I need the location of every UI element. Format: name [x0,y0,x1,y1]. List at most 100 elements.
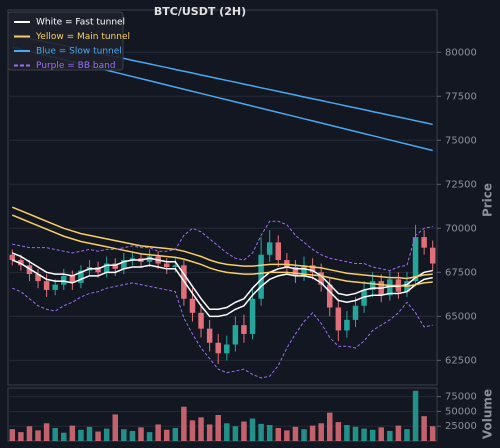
candle-body [35,274,41,282]
candle-body [52,284,58,290]
y-tick-label: 75000 [445,135,477,146]
volume-bar [26,426,33,441]
y-tick-label: 72500 [445,179,477,190]
volume-bar [181,406,187,441]
candle-body [61,275,67,285]
candle-body [69,275,76,283]
candle-body [318,272,324,285]
volume-bar [121,429,127,441]
candle-body [18,260,24,266]
y-tick-label: 70000 [445,223,477,234]
candle-body [112,263,118,269]
volume-bar [86,426,93,441]
candle-body [335,307,342,331]
volume-bar [378,427,384,441]
volume-bar [172,428,179,441]
candle-body [215,342,221,354]
volume-axis-label: Volume [481,389,495,439]
candle-body [284,260,290,268]
candle-body [292,267,299,276]
legend-label: White = Fast tunnel [36,18,125,28]
volume-bar [369,429,376,441]
volume-bar [292,426,299,441]
candle-body [163,263,170,268]
volume-bar [309,425,316,441]
candle-body [352,305,359,320]
tunnel-line [12,220,433,272]
volume-bar [344,425,350,441]
candle-body [301,265,307,276]
candle-body [249,298,256,334]
candle-body [309,265,316,273]
candle-body [241,325,247,334]
y-tick-label: 62500 [445,355,477,366]
volume-bar [198,417,204,441]
legend-box [7,11,124,71]
volume-bar [52,428,58,441]
candle-body [327,284,333,308]
candle-body [258,254,264,299]
candle-body [232,325,239,345]
volume-bar [95,431,101,441]
candle-body [429,247,436,264]
volume-bar [352,426,359,441]
volume-bar [412,390,419,441]
volume-bar [266,425,273,441]
candle-body [275,242,282,260]
volume-bar [129,430,136,441]
candle-body [412,237,419,282]
volume-bar [18,432,24,441]
volume-bar [335,422,342,441]
candle-body [224,344,230,354]
candle-body [95,267,101,273]
volume-bar [395,425,402,441]
candle-body [206,328,213,343]
volume-bar [249,418,256,441]
volume-bar [318,423,324,441]
volume-bar [112,414,118,441]
tunnel-line [12,282,433,379]
volume-bar [78,429,84,441]
candle-body [369,281,376,290]
volume-bar [327,412,333,441]
volume-bar [155,424,161,441]
volume-bar [301,429,307,441]
y-tick-label: 77500 [445,91,477,102]
y-tick-label: 65000 [445,311,477,322]
volume-bar [224,423,230,441]
plot-content [8,33,437,441]
candle-body [146,256,153,262]
candle-body [129,258,136,260]
legend: White = Fast tunnel Yellow = Main tunnel B… [14,18,130,71]
volume-bar [9,429,16,441]
candle-body [344,319,350,331]
volume-bar [163,429,170,441]
candle-body [421,237,427,248]
volume-bar [429,426,436,441]
legend-label: Blue = Slow tunnel [36,47,122,57]
candle-body [121,260,127,269]
tunnel-line [12,252,433,311]
volume-bar [69,425,76,441]
volume-bar [103,428,110,441]
volume-bar [189,420,196,441]
volume-bar [35,430,41,441]
legend-label: Yellow = Main tunnel [35,32,130,42]
volume-bar [61,432,67,441]
candle-body [387,279,393,296]
volume-bar [206,424,213,441]
volume-bar [421,416,427,441]
y-tick-label: 67500 [445,267,477,278]
price-frame [7,9,438,386]
volume-bar [361,428,367,441]
volume-tick-label: 75000 [445,392,477,403]
volume-frame [7,387,438,442]
candle-body [78,270,84,283]
candle-body [103,263,110,273]
volume-bar [241,421,247,441]
volume-bar [138,427,144,441]
volume-tick-label: 25000 [445,421,477,432]
candle-body [43,281,50,290]
tunnel-line [12,259,433,318]
